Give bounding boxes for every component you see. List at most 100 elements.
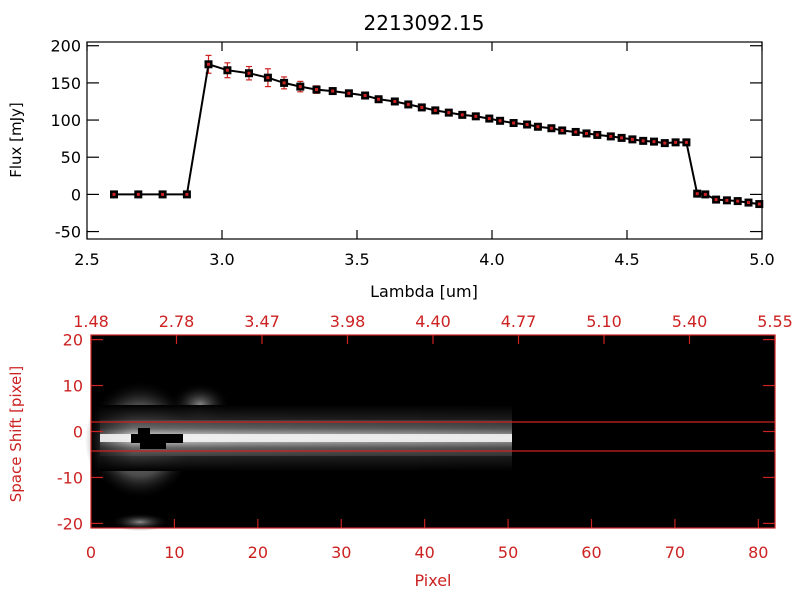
image-y-ticks: -20 -10 0 10 20 [57, 331, 775, 533]
flux-data-point-center [487, 117, 491, 121]
image-top-tick-label: 5.10 [586, 312, 622, 331]
flux-data-point-center [714, 198, 718, 202]
flux-data-point-center [609, 134, 613, 138]
image-top-tick-label: 4.40 [415, 312, 451, 331]
image-top-tick-label: 3.47 [244, 312, 280, 331]
flux-y-tick-label: 0 [71, 185, 81, 204]
flux-data-point-center [498, 119, 502, 123]
flux-data-point-center [641, 139, 645, 143]
flux-y-tick-label: -50 [55, 223, 81, 242]
image-top-tick-label: 3.98 [330, 312, 366, 331]
image-top-ticks: 1.48 2.78 3.47 3.98 4.40 4.77 5.10 5.40 5.55 [73, 312, 793, 344]
spectrum-image: 0 10 20 30 40 50 60 70 80 -20 -10 0 10 20 1.48 2.78 3.… [57, 312, 793, 562]
flux-data-point-center [585, 131, 588, 135]
flux-data-point-center [725, 198, 729, 202]
flux-data-point-center [460, 113, 464, 117]
trace-core [100, 434, 512, 442]
image-top-tick-label: 1.48 [73, 312, 109, 331]
flux-x-tick-label: 3.0 [209, 250, 234, 269]
flux-data-point-center [757, 202, 761, 206]
image-x-tick-label: 10 [164, 543, 184, 562]
flux-data-point-center [549, 126, 553, 130]
flux-data-point-center [225, 68, 229, 72]
flux-data-point-center [574, 130, 578, 134]
image-x-tick-label: 60 [581, 543, 601, 562]
flux-data-point-center [474, 114, 478, 118]
flux-data-point-center [652, 140, 656, 144]
flux-plot-frame [86, 41, 763, 240]
flux-data-point-center [112, 192, 116, 196]
flux-data-point-center [433, 108, 437, 112]
flux-data-point-center [393, 99, 397, 103]
flux-data-point-center [747, 201, 750, 205]
flux-x-tick-label: 4.0 [479, 250, 504, 269]
flux-y-tick-label: 150 [50, 74, 81, 93]
flux-data-point-center [406, 102, 410, 106]
flux-y-tick-label: 100 [50, 111, 81, 130]
image-y-tick-label: 10 [63, 377, 83, 396]
flux-data-point-center [674, 140, 678, 144]
flux-data-point-center [512, 121, 516, 125]
image-top-tick-label: 2.78 [159, 312, 195, 331]
flux-data-point-center [703, 192, 707, 196]
flux-data-point-center [595, 133, 599, 137]
flux-data-point-center [630, 137, 634, 141]
flux-y-axis-label: Flux [mJy] [7, 102, 25, 178]
image-x-tick-label: 50 [498, 543, 518, 562]
image-top-tick-label: 4.77 [501, 312, 537, 331]
chart-title: 2213092.15 [364, 11, 485, 35]
image-x-tick-label: 40 [414, 543, 434, 562]
flux-error-bars [205, 54, 763, 207]
flux-data-point-center [560, 128, 564, 132]
flux-x-tick-label: 5.0 [749, 250, 774, 269]
image-y-tick-label: -10 [57, 468, 83, 487]
flux-data-point-center [620, 136, 624, 140]
image-top-tick-label: 5.55 [757, 312, 793, 331]
flux-data-point-center [347, 91, 351, 95]
flux-data-point-center [266, 76, 270, 80]
image-x-tick-label: 30 [331, 543, 351, 562]
flux-data-point-center [536, 125, 540, 129]
flux-data-point-center [298, 85, 302, 89]
image-x-tick-label: 80 [748, 543, 768, 562]
flux-data-point-center [363, 94, 367, 98]
image-top-tick-label: 5.40 [672, 312, 708, 331]
flux-data-point-center [663, 141, 667, 145]
flux-data-point-center [136, 192, 140, 196]
image-x-ticks: 0 10 20 30 40 50 60 70 80 [86, 519, 768, 562]
flux-data-point-center [447, 111, 451, 115]
image-x-tick-label: 70 [665, 543, 685, 562]
flux-data-point-center [207, 62, 210, 66]
flux-data-point-center [684, 140, 688, 144]
image-y-tick-label: -20 [57, 514, 83, 533]
image-y-tick-label: 20 [63, 331, 83, 350]
flux-data-point-center [377, 97, 381, 101]
flux-y-tick-label: 200 [50, 37, 81, 56]
image-x-tick-label: 0 [86, 543, 96, 562]
flux-data-point-center [695, 192, 699, 196]
flux-data-point-center [525, 123, 529, 127]
image-x-tick-label: 20 [248, 543, 268, 562]
saturated-peak [131, 428, 183, 449]
flux-data-point-center [185, 192, 189, 196]
flux-markers [110, 60, 764, 209]
flux-plot: 2.5 3.0 3.5 4.0 4.5 5.0 -50 0 50 100 150 200 [50, 37, 774, 269]
flux-series-line [114, 63, 760, 206]
flux-data-point-center [736, 199, 740, 203]
flux-data-point-center [331, 89, 335, 93]
flux-data-point-center [161, 192, 165, 196]
flux-data-point-center [420, 105, 424, 109]
image-y-tick-label: 0 [73, 423, 83, 442]
flux-data-point-center [315, 88, 318, 92]
lower-glow [110, 513, 170, 531]
flux-x-tick-label: 2.5 [74, 250, 99, 269]
flux-x-ticks: 2.5 3.0 3.5 4.0 4.5 5.0 [74, 42, 775, 269]
flux-data-point-center [282, 81, 286, 85]
flux-y-tick-label: 50 [61, 148, 81, 167]
image-y-axis-label: Space Shift [pixel] [7, 366, 25, 503]
flux-y-ticks: -50 0 50 100 150 200 [50, 37, 762, 242]
flux-x-tick-label: 3.5 [344, 250, 369, 269]
image-x-axis-label: Pixel [414, 571, 451, 590]
flux-data-point-center [247, 71, 251, 75]
